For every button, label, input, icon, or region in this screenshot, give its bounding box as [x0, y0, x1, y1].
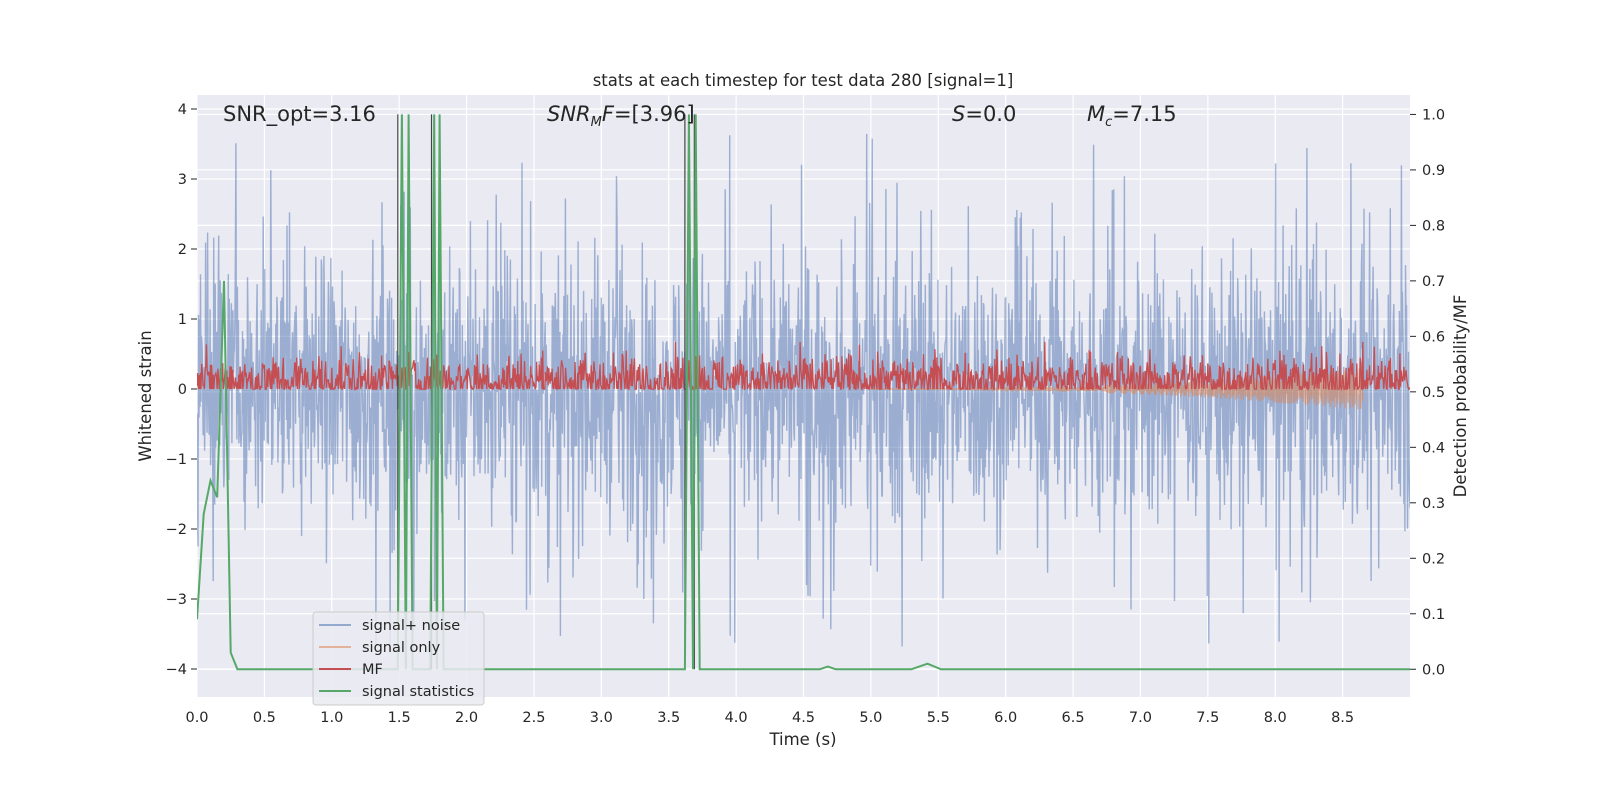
legend: signal+ noise signal only MF signal stat… — [312, 611, 485, 706]
x-tick-label: 7.5 — [1196, 710, 1219, 726]
right-y-tick-label: 0.2 — [1422, 551, 1445, 567]
left-y-tick-label: 4 — [178, 102, 187, 118]
mc-annotation: Mc=7.15 — [1087, 102, 1177, 130]
x-tick-label: 4.0 — [725, 710, 748, 726]
left-y-tick-label: 3 — [178, 172, 187, 188]
x-tick-label: 2.0 — [455, 710, 478, 726]
x-tick-label: 3.5 — [657, 710, 680, 726]
x-tick-labels: 0.0 0.5 1.0 1.5 2.0 2.5 3.0 3.5 4.0 4.5 5.0 5.5 6.0 6… — [185, 710, 1354, 726]
right-y-tick-label: 0.8 — [1422, 218, 1445, 234]
legend-box — [312, 611, 485, 706]
x-tick-label: 5.0 — [859, 710, 882, 726]
x-tick-label: 6.5 — [1062, 710, 1085, 726]
left-y-tick-labels: 4 3 2 1 0 −1 −2 −3 −4 — [166, 102, 197, 678]
x-tick-label: 0.5 — [253, 710, 276, 726]
chart-title: stats at each timestep for test data 280… — [593, 71, 1014, 90]
right-y-tick-label: 0.3 — [1422, 496, 1445, 512]
left-y-axis-label: Whitened strain — [136, 330, 155, 461]
x-axis-label: Time (s) — [768, 730, 836, 749]
legend-label-signal-only: signal only — [362, 640, 441, 656]
x-tick-label: 6.0 — [994, 710, 1017, 726]
x-tick-label: 4.5 — [792, 710, 815, 726]
x-tick-label: 2.5 — [522, 710, 545, 726]
right-y-tick-label: 1.0 — [1422, 107, 1445, 123]
left-y-tick-label: 0 — [178, 382, 187, 398]
snr-mf-annotation: SNRMF=[3.96] — [547, 102, 695, 130]
x-tick-label: 7.0 — [1129, 710, 1152, 726]
left-y-tick-label: −4 — [166, 662, 187, 678]
left-y-tick-label: 2 — [178, 242, 187, 258]
x-tick-label: 1.0 — [320, 710, 343, 726]
right-y-tick-label: 0.6 — [1422, 329, 1445, 345]
right-y-tick-label: 0.0 — [1422, 662, 1445, 678]
x-tick-label: 1.5 — [388, 710, 411, 726]
left-y-tick-label: −2 — [166, 522, 187, 538]
x-tick-label: 3.0 — [590, 710, 613, 726]
left-y-tick-label: −1 — [166, 452, 187, 468]
legend-label-signal-noise: signal+ noise — [362, 618, 460, 634]
x-tick-label: 0.0 — [185, 710, 208, 726]
left-y-tick-label: 1 — [178, 312, 187, 328]
legend-label-signal-statistics: signal statistics — [362, 684, 474, 700]
s-annotation: S=0.0 — [952, 102, 1016, 126]
x-tick-label: 8.5 — [1331, 710, 1354, 726]
right-y-tick-label: 0.1 — [1422, 607, 1445, 623]
x-tick-label: 8.0 — [1264, 710, 1287, 726]
right-y-tick-label: 0.4 — [1422, 440, 1445, 456]
left-y-tick-label: −3 — [166, 592, 187, 608]
right-y-tick-label: 0.9 — [1422, 163, 1445, 179]
right-y-tick-labels: 1.0 0.9 0.8 0.7 0.6 0.5 0.4 0.3 0.2 0.1 0.0 — [1410, 107, 1445, 678]
right-y-tick-label: 0.5 — [1422, 385, 1445, 401]
right-y-tick-label: 0.7 — [1422, 274, 1445, 290]
x-tick-label: 5.5 — [927, 710, 950, 726]
legend-label-mf: MF — [362, 662, 383, 678]
right-y-axis-label: Detection probability/MF — [1451, 295, 1470, 498]
snr-opt-annotation: SNR_opt=3.16 — [223, 102, 376, 127]
